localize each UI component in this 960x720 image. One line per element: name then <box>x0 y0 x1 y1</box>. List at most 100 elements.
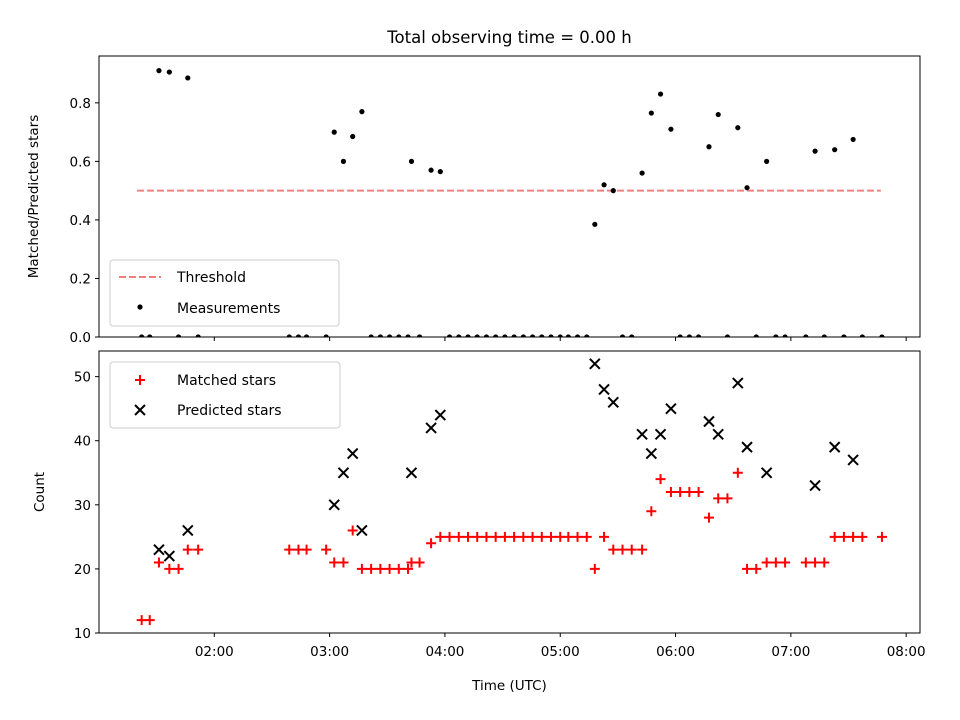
measurement-point <box>474 334 480 337</box>
matched-star-point <box>675 487 686 497</box>
measurement-point <box>724 334 731 337</box>
matched-star-point <box>366 563 377 574</box>
x-tick-label: 03:00 <box>310 644 349 660</box>
measurement-point <box>520 334 526 337</box>
matched-star-point <box>375 563 386 574</box>
top-legend: Threshold Measurements <box>109 259 340 327</box>
matched-star-point <box>838 531 849 542</box>
measurement-point <box>175 334 182 337</box>
y-tick-label: 0.0 <box>70 330 91 346</box>
measurement-point <box>565 334 571 337</box>
matched-star-point <box>384 563 395 574</box>
matched-star-point <box>857 531 868 542</box>
matched-star-point <box>490 531 501 542</box>
matched-star-point <box>722 493 733 504</box>
matched-star-point <box>665 487 676 497</box>
matched-star-point <box>426 538 437 549</box>
predicted-star-point <box>828 441 841 453</box>
matched-star-point <box>356 563 367 574</box>
measurement-point <box>753 334 759 337</box>
predicted-star-point <box>589 358 601 370</box>
predicted-star-point <box>760 467 773 479</box>
legend-measurements-label: Measurements <box>177 301 280 317</box>
matched-star-point <box>563 531 574 542</box>
measurement-point <box>147 334 153 337</box>
bottom-legend-box <box>109 361 341 429</box>
predicted-star-point <box>654 428 667 441</box>
predicted-star-point <box>434 409 447 421</box>
measurement-point <box>744 185 750 191</box>
x-tick-label: 02:00 <box>195 644 234 660</box>
matched-star-point <box>536 531 547 542</box>
matched-star-point <box>693 487 704 497</box>
matched-star-point <box>518 531 529 542</box>
matched-star-point <box>301 544 312 555</box>
measurement-point <box>850 136 856 143</box>
measurement-point <box>668 126 674 132</box>
matched-star-point <box>589 563 600 574</box>
measurement-point <box>584 334 590 337</box>
measurement-point <box>764 158 770 164</box>
measurement-point <box>706 144 712 150</box>
matched-star-point <box>453 531 464 542</box>
matched-star-point <box>626 544 637 555</box>
matched-star-point <box>848 531 859 542</box>
matched-star-point <box>703 512 714 523</box>
predicted-star-point <box>741 441 753 453</box>
matched-star-point <box>684 487 695 497</box>
legend-threshold-label: Threshold <box>176 270 246 286</box>
measurement-point <box>185 75 191 81</box>
measurement-point <box>639 170 645 176</box>
matched-star-point <box>347 525 358 536</box>
measurement-point <box>396 334 402 337</box>
measurement-point <box>437 169 443 175</box>
measurement-point <box>629 334 635 337</box>
matched-star-point <box>581 531 592 542</box>
measurement-point <box>350 133 356 140</box>
matched-star-point <box>144 615 155 626</box>
y-tick-label: 0.6 <box>70 154 91 170</box>
matched-star-point <box>499 531 510 542</box>
predicted-star-point <box>703 415 715 428</box>
matched-star-point <box>444 531 455 542</box>
x-tick-label: 04:00 <box>425 644 464 660</box>
matched-star-point <box>164 563 175 574</box>
legend-predicted-swatch <box>134 404 146 416</box>
top-y-axis-label: Matched/Predicted stars <box>26 115 42 278</box>
x-tick-label: 07:00 <box>771 644 810 660</box>
matched-star-point <box>572 531 583 542</box>
measurement-point <box>139 334 145 337</box>
legend-matched-swatch <box>135 375 145 385</box>
measurement-point <box>821 334 827 337</box>
measurement-point <box>511 334 517 337</box>
predicted-star-point <box>328 499 340 511</box>
predicted-star-point <box>665 402 677 415</box>
measurement-point <box>303 334 310 337</box>
matched-star-point <box>617 544 628 555</box>
measurement-point <box>832 147 838 153</box>
measurement-point <box>195 334 201 337</box>
matched-star-point <box>770 557 781 568</box>
matched-star-point <box>800 557 811 568</box>
matched-star-point <box>284 544 295 555</box>
measurement-point <box>368 334 374 337</box>
matched-star-point <box>780 557 791 568</box>
matched-star-point <box>819 557 830 568</box>
y-tick-label: 0.8 <box>70 96 91 112</box>
matched-star-point <box>876 531 887 542</box>
matched-star-point <box>403 563 414 574</box>
measurement-point <box>677 334 683 337</box>
measurement-point <box>648 110 654 116</box>
ratio-panel: 0.0 0.2 0.4 0.6 0.8 Threshold Measurements <box>70 55 921 346</box>
predicted-star-point <box>809 479 821 492</box>
measurement-point <box>323 334 329 337</box>
predicted-star-point <box>346 447 359 460</box>
matched-star-point <box>329 557 340 568</box>
matched-star-point <box>393 563 404 574</box>
matched-star-point <box>829 531 840 542</box>
measurement-point <box>803 334 809 337</box>
y-tick-label: 0.4 <box>70 213 91 229</box>
x-tick-label: 06:00 <box>656 644 695 660</box>
